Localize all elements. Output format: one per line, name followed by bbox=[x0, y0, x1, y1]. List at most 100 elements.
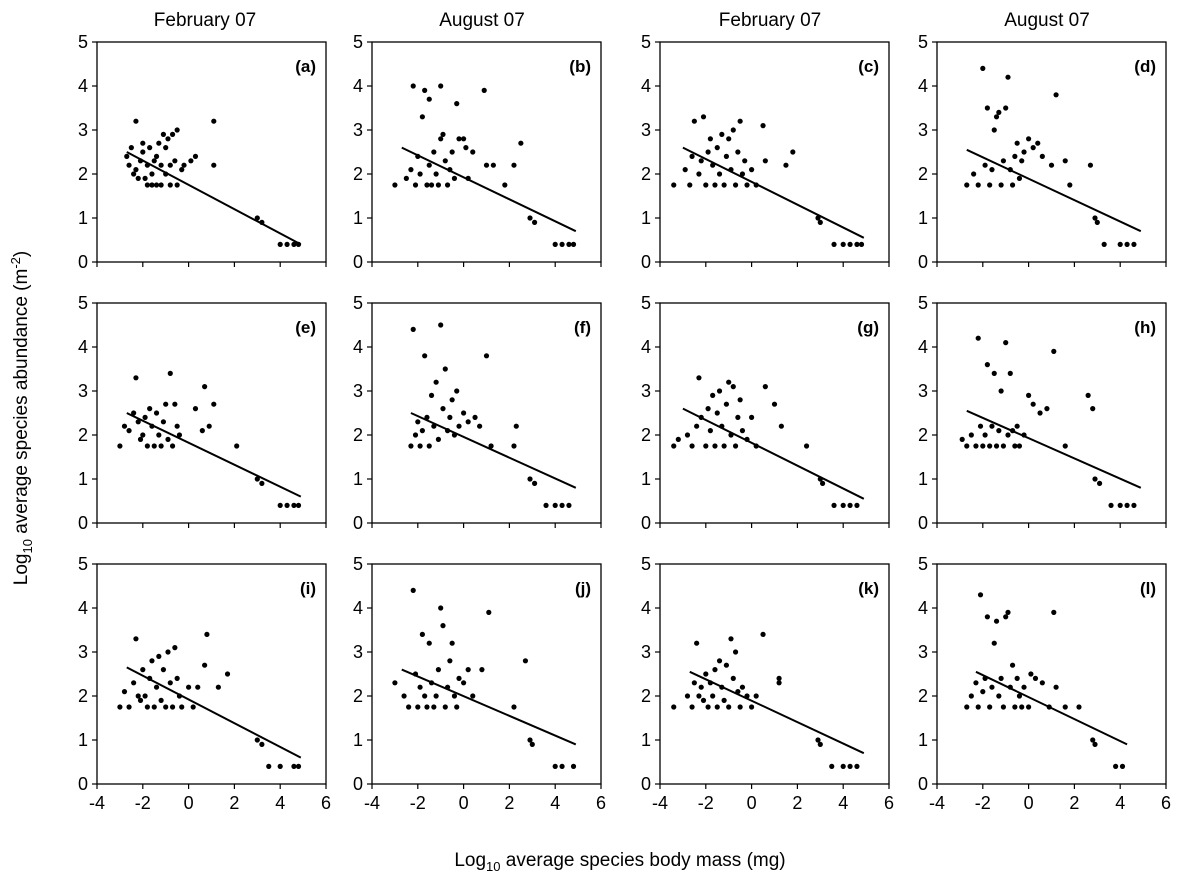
data-point bbox=[486, 609, 492, 616]
panel-a: 0 1 2 3 4 5 (a) bbox=[78, 32, 327, 272]
y-tick-label: 3 bbox=[78, 120, 88, 140]
data-point bbox=[149, 171, 155, 177]
data-point bbox=[721, 697, 727, 704]
data-point bbox=[744, 693, 750, 699]
data-point bbox=[424, 704, 430, 710]
data-point bbox=[1012, 153, 1018, 159]
data-point bbox=[438, 83, 444, 89]
data-point bbox=[140, 667, 146, 673]
data-point bbox=[815, 737, 821, 743]
y-tick-label: 5 bbox=[78, 554, 88, 574]
data-point bbox=[144, 704, 150, 710]
y-tick-label: 3 bbox=[918, 642, 928, 662]
panel-label: (l) bbox=[1140, 579, 1156, 598]
data-point bbox=[186, 684, 192, 690]
data-point bbox=[151, 158, 157, 164]
data-point bbox=[438, 605, 444, 611]
data-point bbox=[128, 145, 134, 151]
data-point bbox=[408, 167, 414, 173]
data-point bbox=[435, 667, 442, 673]
data-point bbox=[451, 693, 458, 699]
panel-label: (c) bbox=[858, 57, 879, 76]
data-point bbox=[465, 175, 471, 181]
x-tick-label: 2 bbox=[229, 793, 239, 813]
x-tick-label: 0 bbox=[184, 793, 194, 813]
data-point bbox=[426, 640, 432, 646]
data-point bbox=[984, 105, 990, 111]
x-tick-label: -2 bbox=[975, 793, 991, 813]
data-point bbox=[737, 397, 743, 403]
data-point bbox=[472, 414, 478, 420]
panel-label: (g) bbox=[857, 318, 879, 337]
data-point bbox=[176, 432, 183, 438]
data-point bbox=[749, 704, 755, 710]
data-point bbox=[854, 502, 860, 508]
data-point bbox=[527, 215, 533, 221]
data-point bbox=[987, 704, 993, 710]
data-point bbox=[1003, 105, 1009, 111]
data-point bbox=[426, 443, 432, 449]
trend-line bbox=[966, 409, 1142, 489]
data-point bbox=[996, 109, 1002, 115]
data-point bbox=[982, 162, 988, 168]
data-point bbox=[1030, 145, 1036, 151]
data-point bbox=[984, 362, 990, 368]
data-point bbox=[964, 182, 970, 188]
data-point bbox=[847, 502, 853, 508]
data-point bbox=[165, 436, 171, 442]
y-tick-label: 4 bbox=[78, 598, 88, 618]
data-point bbox=[291, 763, 297, 770]
x-tick-label: 4 bbox=[550, 793, 560, 813]
data-point bbox=[682, 167, 688, 173]
trend-line bbox=[126, 151, 302, 246]
data-point bbox=[987, 182, 993, 188]
data-point bbox=[730, 127, 736, 133]
data-point bbox=[144, 162, 150, 168]
data-point bbox=[206, 423, 212, 429]
data-point bbox=[419, 428, 425, 434]
data-point bbox=[854, 241, 860, 247]
data-point bbox=[488, 443, 494, 449]
data-point bbox=[776, 680, 782, 686]
data-point bbox=[707, 680, 713, 686]
x-tick-label: 6 bbox=[884, 793, 894, 813]
data-point bbox=[449, 149, 455, 155]
data-point bbox=[179, 704, 185, 710]
data-point bbox=[167, 680, 173, 686]
data-point bbox=[291, 502, 297, 508]
data-point bbox=[204, 631, 210, 638]
data-point bbox=[726, 379, 732, 385]
data-point bbox=[284, 241, 290, 247]
panel-label: (b) bbox=[569, 57, 591, 76]
x-tick-label: -4 bbox=[652, 793, 668, 813]
y-tick-label: 1 bbox=[918, 208, 928, 228]
data-point bbox=[1014, 423, 1020, 429]
data-point bbox=[771, 401, 778, 407]
data-point bbox=[1009, 428, 1016, 434]
data-point bbox=[456, 675, 462, 682]
data-point bbox=[552, 502, 558, 508]
data-point bbox=[410, 326, 416, 332]
data-point bbox=[959, 436, 965, 442]
data-point bbox=[1044, 406, 1050, 412]
trend-line bbox=[682, 407, 865, 500]
data-point bbox=[1021, 684, 1027, 690]
data-point bbox=[444, 684, 451, 690]
data-point bbox=[174, 127, 180, 133]
data-point bbox=[142, 414, 148, 420]
data-point bbox=[415, 153, 421, 159]
data-point bbox=[153, 153, 160, 159]
data-point bbox=[1113, 763, 1119, 770]
data-point bbox=[137, 158, 144, 164]
data-point bbox=[1007, 684, 1013, 690]
data-point bbox=[490, 162, 496, 168]
data-point bbox=[1108, 502, 1114, 508]
data-point bbox=[696, 375, 702, 381]
data-point bbox=[762, 158, 768, 164]
x-tick-label: -4 bbox=[89, 793, 105, 813]
panels: 0 1 2 3 4 5 (a) 0 1 2 3 4 5 (b) 0 1 2 3 4 5 (c) 0 1 2 3 4 5 (d) 0 1 2 3… bbox=[78, 32, 1171, 813]
data-point bbox=[1090, 406, 1096, 412]
data-point bbox=[403, 175, 409, 181]
data-point bbox=[179, 167, 185, 173]
data-point bbox=[435, 436, 442, 442]
